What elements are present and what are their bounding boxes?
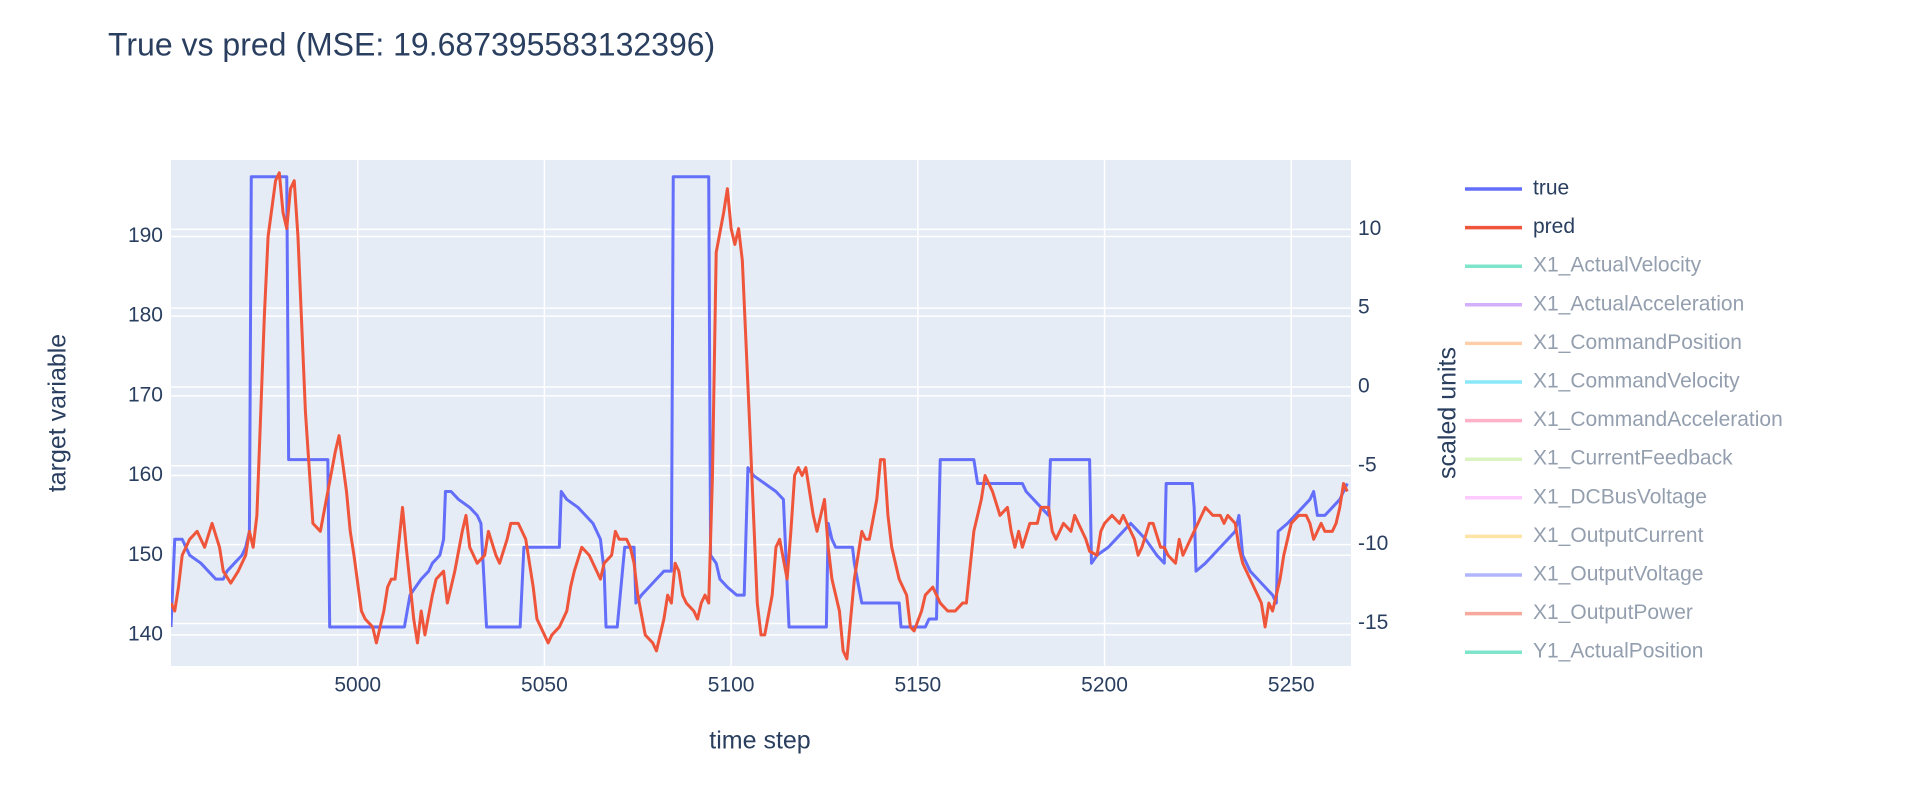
y2-axis-title: scaled units <box>1434 347 1462 479</box>
series-line <box>171 171 1349 661</box>
chart-title: True vs pred (MSE: 19.687395583132396) <box>108 26 715 62</box>
y2-tick-label: 10 <box>1358 217 1381 240</box>
y-tick-label: 170 <box>128 383 163 406</box>
y2-tick-label: -15 <box>1358 611 1388 634</box>
x-tick-label: 5200 <box>1081 674 1128 697</box>
x-tick-label: 5150 <box>894 674 941 697</box>
legend-item: X1_CommandVelocity <box>1465 370 1740 393</box>
x-tick-label: 5000 <box>334 674 381 697</box>
lines <box>171 171 1349 661</box>
legend-item: X1_CommandPosition <box>1465 331 1742 354</box>
y-tick-label: 180 <box>128 304 163 327</box>
y-tick-label: 190 <box>128 224 163 247</box>
legend-item: X1_ActualAcceleration <box>1465 292 1744 315</box>
y2-tick-label: -5 <box>1358 453 1377 476</box>
legend-label: Y1_ActualPosition <box>1533 640 1703 663</box>
x-tick-label: 5250 <box>1268 674 1315 697</box>
legend-item: Y1_ActualPosition <box>1465 640 1703 663</box>
x-tick-label: 5100 <box>708 674 755 697</box>
y-axis-title: target variable <box>44 334 72 492</box>
x-tick-label: 5050 <box>521 674 568 697</box>
legend-label: X1_CommandAcceleration <box>1533 408 1783 431</box>
grid <box>171 160 1351 666</box>
series-line <box>171 175 1349 629</box>
legend-label: X1_CommandVelocity <box>1533 370 1740 393</box>
legend-label: pred <box>1533 215 1575 238</box>
y-tick-label: 140 <box>128 622 163 645</box>
legend-item: true <box>1465 177 1569 200</box>
legend-label: X1_DCBusVoltage <box>1533 485 1707 508</box>
legend-item: X1_CommandAcceleration <box>1465 408 1783 431</box>
legend-item: X1_ActualVelocity <box>1465 254 1702 277</box>
legend-item: X1_OutputPower <box>1465 601 1693 624</box>
legend-item: X1_CurrentFeedback <box>1465 447 1733 470</box>
y2-tick-label: 0 <box>1358 375 1370 398</box>
y2-tick-label: 5 <box>1358 296 1370 319</box>
legend-item: X1_OutputVoltage <box>1465 563 1703 586</box>
legend-label: X1_ActualVelocity <box>1533 254 1702 277</box>
legend-label: X1_CurrentFeedback <box>1533 447 1733 470</box>
plot-background <box>171 160 1351 666</box>
legend: true pred X1_ActualVelocity X1_ActualAccele… <box>1465 177 1783 663</box>
x-axis-title: time step <box>709 727 810 755</box>
legend-label: X1_ActualAcceleration <box>1533 292 1744 315</box>
legend-label: X1_OutputCurrent <box>1533 524 1704 547</box>
y2-tick-label: -10 <box>1358 532 1388 555</box>
legend-label: true <box>1533 177 1569 200</box>
y-tick-label: 160 <box>128 463 163 486</box>
legend-label: X1_OutputPower <box>1533 601 1693 624</box>
legend-label: X1_OutputVoltage <box>1533 563 1703 586</box>
legend-item: pred <box>1465 215 1575 238</box>
legend-label: X1_CommandPosition <box>1533 331 1742 354</box>
legend-item: X1_DCBusVoltage <box>1465 485 1707 508</box>
y-tick-label: 150 <box>128 543 163 566</box>
legend-item: X1_OutputCurrent <box>1465 524 1704 547</box>
